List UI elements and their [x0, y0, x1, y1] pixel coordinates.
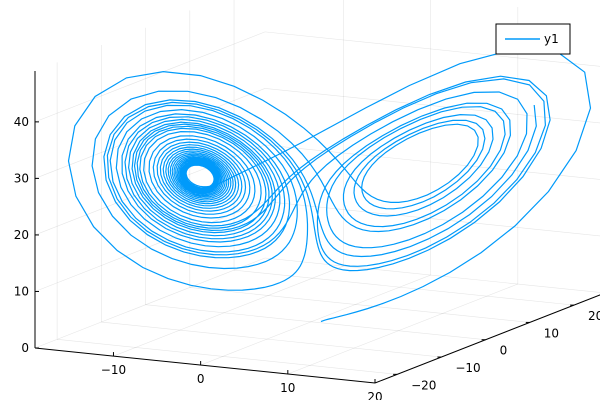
x-tick-label: −10 [101, 363, 126, 377]
grid-line-side-z [34, 88, 266, 179]
grid-line-back-z [264, 88, 600, 124]
grid-line-floor-y [57, 339, 398, 375]
grid [34, 0, 600, 384]
z-tick-label: 30 [14, 171, 29, 185]
x-tick-label: 10 [280, 381, 295, 395]
tick-labels: −10 0 10 20 −20 −10 0 10 20 0 10 20 30 40 [14, 115, 600, 400]
y-tick-label: 20 [588, 309, 600, 323]
x-tick-label: 0 [197, 372, 205, 386]
grid-line-side-z [34, 31, 266, 123]
axes [34, 71, 600, 384]
z-tick-label: 20 [14, 228, 29, 242]
series-layer [67, 49, 592, 323]
grid-line-back-z [264, 257, 600, 293]
x-axis-line [34, 347, 376, 384]
grid-line-floor-x [287, 283, 518, 375]
x-tick-label: 20 [367, 390, 382, 400]
series-y1-line [67, 49, 592, 323]
grid-line-floor-y [145, 304, 486, 341]
y-tick-label: −20 [411, 378, 436, 392]
grid-line-back-z [264, 201, 600, 237]
grid-line-floor-y [189, 287, 530, 323]
grid-line-floor-y [234, 269, 575, 306]
legend: y1 [495, 23, 571, 55]
y-axis-line [374, 294, 600, 384]
grid-line-back-z [264, 31, 600, 67]
grid-line-floor-x [200, 274, 431, 366]
z-tick-label: 10 [14, 284, 29, 298]
grid-line-floor-x [113, 265, 344, 357]
grid-line-back-z [264, 144, 600, 180]
y-tick-label: 10 [544, 326, 559, 340]
y-tick-label: 0 [500, 344, 508, 358]
z-tick-label: 0 [21, 341, 29, 355]
legend-label-y1: y1 [544, 32, 559, 46]
grid-line-floor-y [101, 321, 442, 358]
grid-line-side-z [34, 144, 266, 236]
grid-line-side-z [34, 257, 266, 349]
z-tick-label: 40 [14, 115, 29, 129]
y-tick-label: −10 [455, 361, 480, 375]
